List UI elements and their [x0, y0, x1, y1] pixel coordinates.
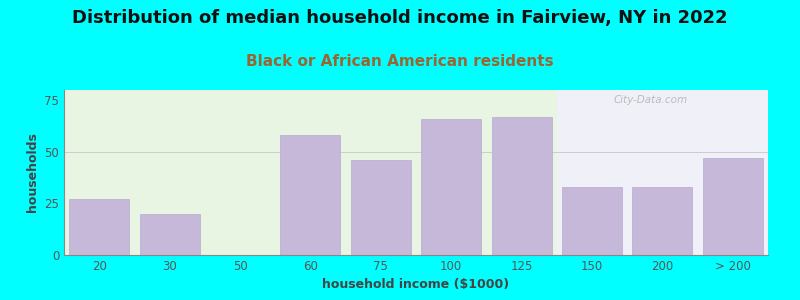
Text: Black or African American residents: Black or African American residents [246, 54, 554, 69]
Bar [492, 117, 551, 255]
Bar [140, 214, 199, 255]
Bar [422, 119, 481, 255]
Text: City-Data.com: City-Data.com [613, 95, 687, 105]
Bar [703, 158, 762, 255]
Y-axis label: households: households [26, 133, 38, 212]
Bar [281, 135, 340, 255]
Bar [64, 90, 557, 255]
Bar [557, 90, 768, 255]
X-axis label: household income ($1000): household income ($1000) [322, 278, 510, 291]
Bar [351, 160, 410, 255]
Bar [562, 187, 622, 255]
Bar [633, 187, 692, 255]
Bar [70, 199, 129, 255]
Text: Distribution of median household income in Fairview, NY in 2022: Distribution of median household income … [72, 9, 728, 27]
